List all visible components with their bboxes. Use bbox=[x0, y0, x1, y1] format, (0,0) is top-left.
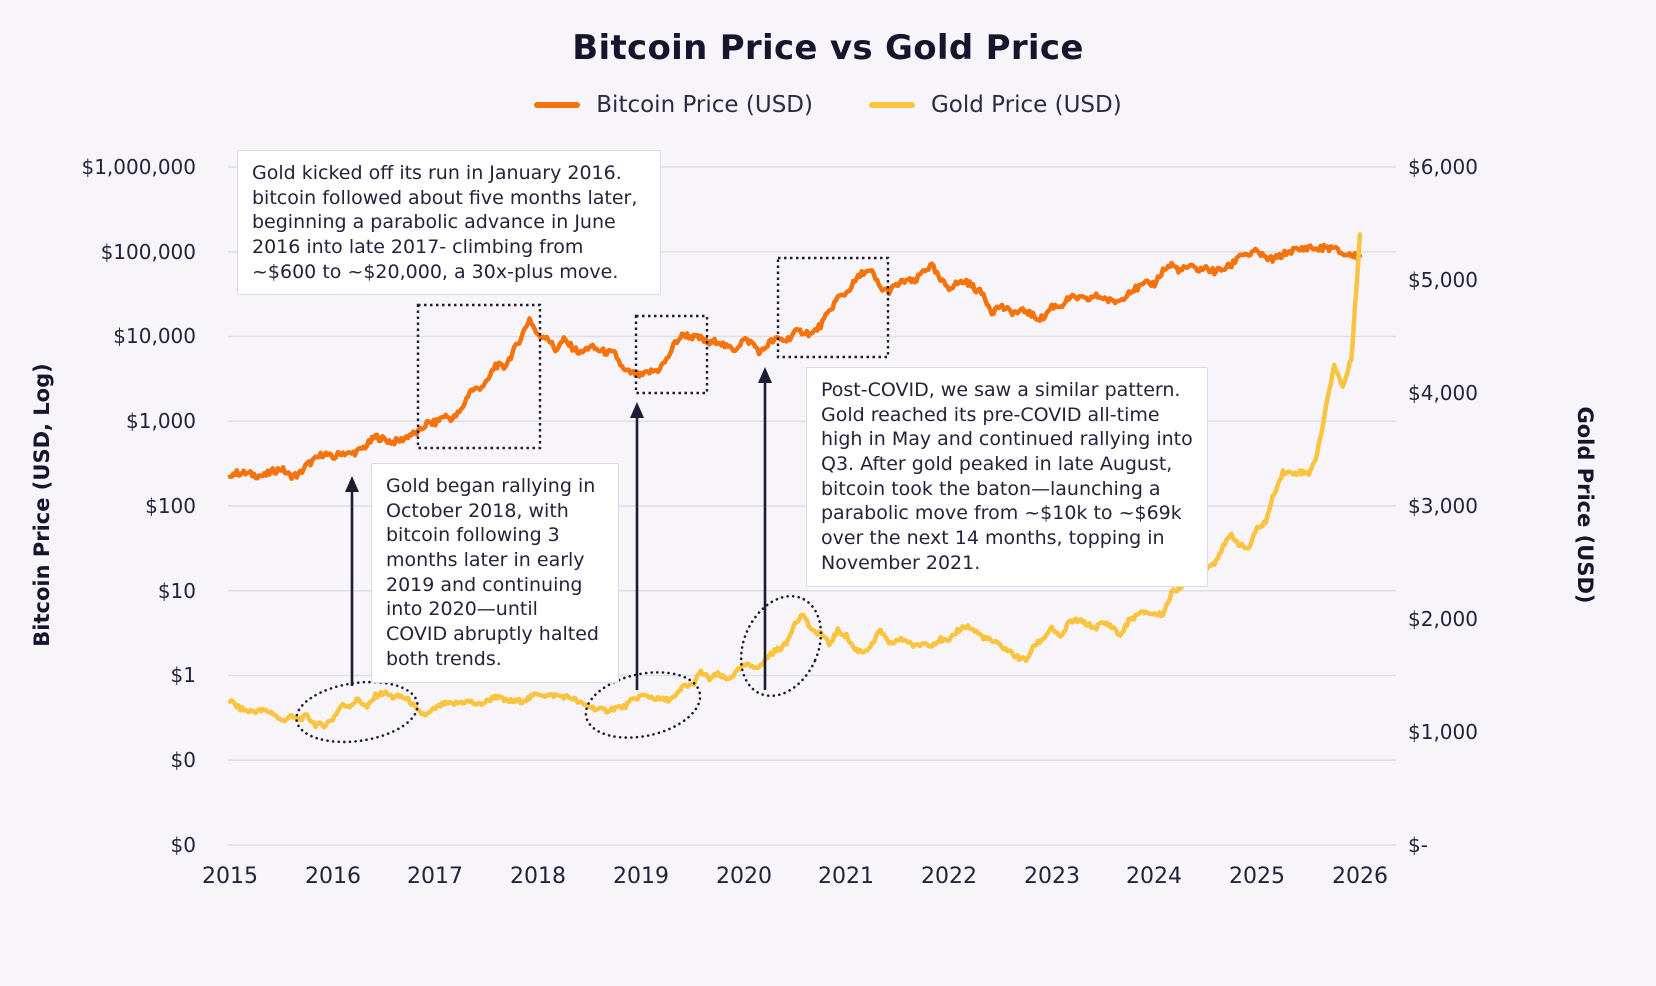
gold-series-line bbox=[227, 232, 1363, 730]
left-tick: $100,000 bbox=[100, 240, 196, 264]
x-tick: 2022 bbox=[921, 864, 977, 889]
annotation-post-covid: Post-COVID, we saw a similar pattern. Go… bbox=[806, 367, 1208, 587]
right-tick: $5,000 bbox=[1408, 268, 1478, 292]
x-tick: 2018 bbox=[510, 864, 566, 889]
right-tick: $1,000 bbox=[1408, 720, 1478, 744]
arrow-head-icon bbox=[758, 367, 772, 383]
x-tick: 2020 bbox=[716, 864, 772, 889]
legend-item-gold[interactable]: Gold Price (USD) bbox=[868, 92, 1122, 118]
arrow-2020 bbox=[758, 367, 772, 690]
gold-circle-2020 bbox=[739, 594, 823, 698]
x-tick: 2021 bbox=[818, 864, 874, 889]
arrow-head-icon bbox=[630, 402, 644, 418]
gold-legend-swatch bbox=[868, 102, 915, 108]
highlight-box-2019-rally bbox=[634, 314, 709, 395]
right-tick: $6,000 bbox=[1408, 155, 1478, 179]
x-tick: 2026 bbox=[1332, 864, 1388, 889]
left-tick: $100 bbox=[145, 494, 196, 518]
annotation-shapes bbox=[295, 256, 890, 744]
left-tick: $0 bbox=[170, 833, 196, 857]
x-tick: 2016 bbox=[305, 864, 361, 889]
left-tick: $0 bbox=[170, 748, 196, 772]
arrow-2016 bbox=[345, 476, 359, 686]
bitcoin-legend-swatch bbox=[534, 102, 581, 108]
chart-title: Bitcoin Price vs Gold Price bbox=[572, 28, 1084, 68]
gold-legend-label: Gold Price (USD) bbox=[930, 92, 1122, 118]
right-tick: $- bbox=[1408, 833, 1428, 857]
series-lines bbox=[227, 232, 1363, 730]
annotation-2016-runup: Gold kicked off its run in January 2016.… bbox=[237, 150, 661, 296]
x-tick: 2017 bbox=[407, 864, 463, 889]
left-tick: $1,000 bbox=[126, 409, 196, 433]
x-tick: 2023 bbox=[1024, 864, 1080, 889]
left-tick: $10,000 bbox=[113, 324, 196, 348]
legend-item-bitcoin[interactable]: Bitcoin Price (USD) bbox=[534, 92, 813, 118]
arrow-head-icon bbox=[345, 476, 359, 492]
arrow-2019 bbox=[630, 402, 644, 690]
right-tick: $4,000 bbox=[1408, 381, 1478, 405]
x-tick: 2015 bbox=[202, 864, 258, 889]
left-tick: $10 bbox=[157, 579, 196, 603]
right-tick: $3,000 bbox=[1408, 494, 1478, 518]
annotation-2018-rally: Gold began rallying in October 2018, wit… bbox=[371, 463, 619, 683]
x-tick: 2024 bbox=[1126, 864, 1182, 889]
highlight-box-2020-2021-rally bbox=[776, 256, 890, 359]
left-tick: $1 bbox=[170, 663, 196, 687]
gold-circle-2016 bbox=[295, 680, 419, 744]
highlight-box-2017-runup bbox=[416, 303, 542, 450]
right-tick: $2,000 bbox=[1408, 607, 1478, 631]
legend: Bitcoin Price (USD) Gold Price (USD) bbox=[0, 92, 1656, 118]
x-tick: 2025 bbox=[1229, 864, 1285, 889]
left-tick: $1,000,000 bbox=[81, 155, 196, 179]
bitcoin-legend-label: Bitcoin Price (USD) bbox=[596, 92, 813, 118]
bitcoin-series-line bbox=[227, 242, 1363, 482]
x-tick: 2019 bbox=[613, 864, 669, 889]
